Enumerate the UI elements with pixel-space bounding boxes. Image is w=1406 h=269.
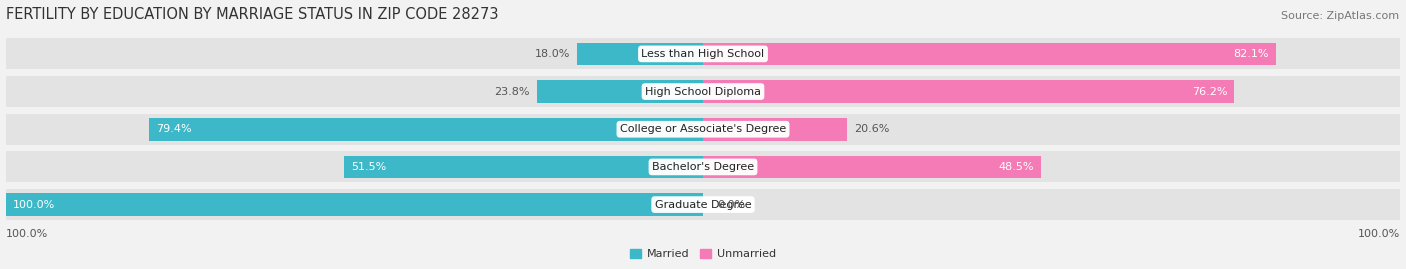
Bar (149, 118, 703, 140)
Text: 100.0%: 100.0% (13, 200, 55, 210)
Text: 23.8%: 23.8% (495, 87, 530, 97)
Text: Source: ZipAtlas.com: Source: ZipAtlas.com (1281, 11, 1399, 21)
Bar (6, 76, 1400, 107)
Text: 79.4%: 79.4% (156, 124, 191, 134)
Bar (6, 151, 1400, 182)
Text: 76.2%: 76.2% (1192, 87, 1227, 97)
Text: FERTILITY BY EDUCATION BY MARRIAGE STATUS IN ZIP CODE 28273: FERTILITY BY EDUCATION BY MARRIAGE STATU… (6, 7, 498, 22)
Text: 82.1%: 82.1% (1233, 49, 1268, 59)
Text: 0.0%: 0.0% (717, 200, 745, 210)
Text: College or Associate's Degree: College or Associate's Degree (620, 124, 786, 134)
Legend: Married, Unmarried: Married, Unmarried (630, 249, 776, 259)
Text: 51.5%: 51.5% (350, 162, 387, 172)
Text: 20.6%: 20.6% (853, 124, 889, 134)
Text: 48.5%: 48.5% (998, 162, 1035, 172)
Bar (6, 189, 1400, 220)
Text: 18.0%: 18.0% (536, 49, 571, 59)
Bar (703, 43, 1275, 65)
Bar (6, 38, 1400, 69)
Bar (537, 80, 703, 103)
Text: High School Diploma: High School Diploma (645, 87, 761, 97)
Bar (703, 118, 846, 140)
Text: Less than High School: Less than High School (641, 49, 765, 59)
Bar (703, 80, 1234, 103)
Text: Graduate Degree: Graduate Degree (655, 200, 751, 210)
Text: 100.0%: 100.0% (1358, 229, 1400, 239)
Bar (578, 43, 703, 65)
Text: Bachelor's Degree: Bachelor's Degree (652, 162, 754, 172)
Bar (6, 114, 1400, 145)
Bar (6, 193, 703, 216)
Text: 100.0%: 100.0% (6, 229, 48, 239)
Bar (703, 155, 1042, 178)
Bar (344, 155, 703, 178)
